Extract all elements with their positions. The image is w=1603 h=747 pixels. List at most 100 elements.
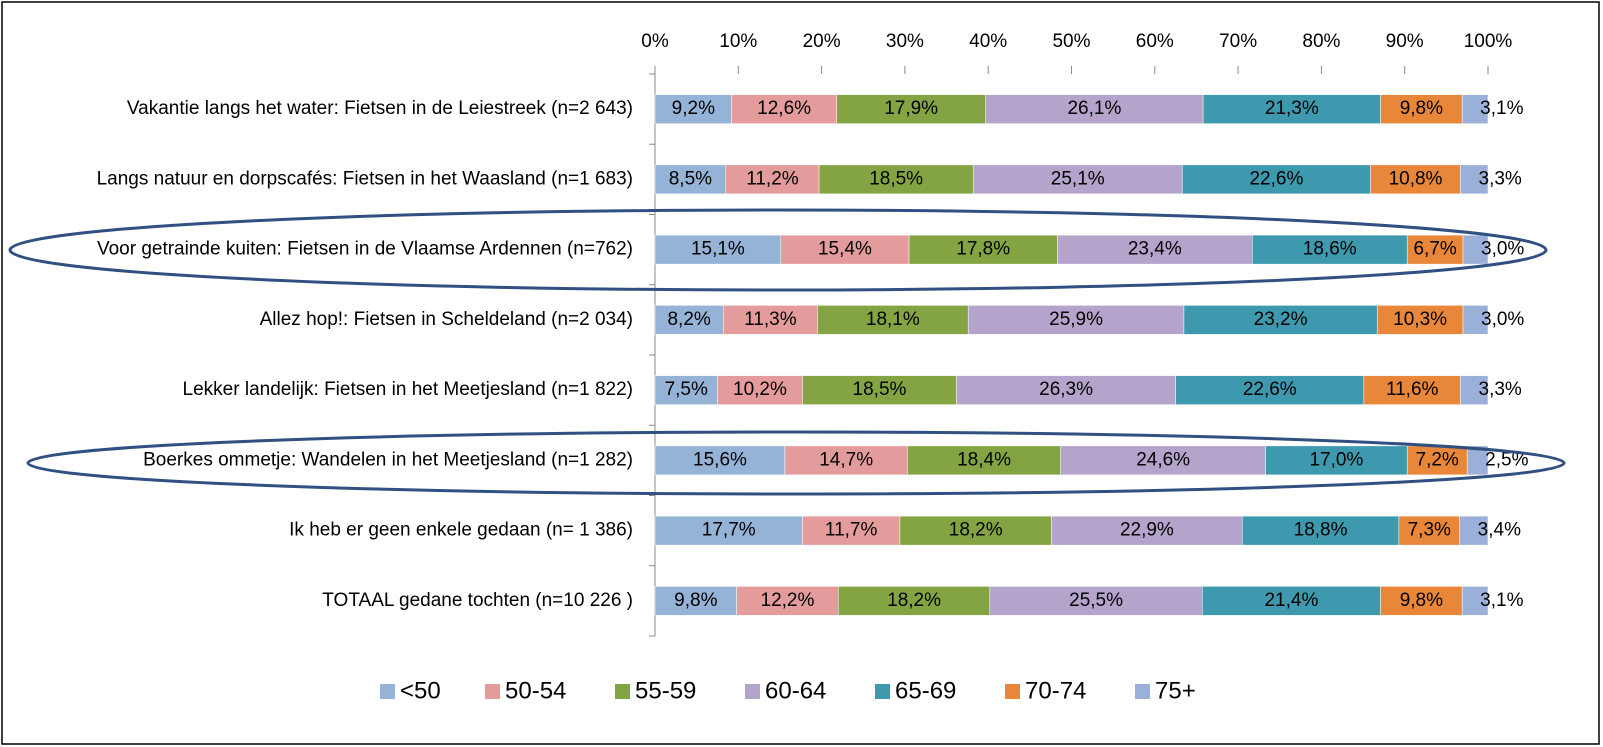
value-label: 3,4% <box>1478 520 1521 541</box>
bar-segment <box>1406 445 1468 476</box>
bar-segment <box>654 234 782 265</box>
value-label: 3,1% <box>1480 590 1523 611</box>
value-label: 8,2% <box>667 309 710 330</box>
x-tick-label: 30% <box>886 31 924 52</box>
x-tick-label: 60% <box>1136 31 1174 52</box>
value-label: 7,2% <box>1416 449 1459 470</box>
bar-segment <box>972 164 1183 195</box>
bar-segment <box>1466 445 1489 476</box>
value-label: 7,3% <box>1408 520 1451 541</box>
legend-swatch <box>615 684 630 699</box>
value-label: 17,7% <box>702 520 756 541</box>
legend-swatch <box>875 684 890 699</box>
bar-segment <box>1202 94 1381 124</box>
value-label: 23,4% <box>1128 239 1182 260</box>
y-tick-label: Ik heb er geen enkele gedaan (n= 1 386) <box>289 520 633 541</box>
bar-segment <box>818 164 974 195</box>
bar-segment <box>1363 375 1461 405</box>
value-label: 22,9% <box>1120 520 1174 541</box>
value-label: 12,2% <box>761 590 815 611</box>
value-label: 6,7% <box>1413 239 1456 260</box>
bar-segment <box>817 305 969 335</box>
value-label: 18,1% <box>866 309 920 330</box>
legend-label: <50 <box>400 677 441 704</box>
x-tick-label: 100% <box>1464 31 1513 52</box>
value-label: 11,6% <box>1386 379 1439 400</box>
bar-segment <box>899 515 1052 546</box>
x-tick-label: 80% <box>1302 31 1340 52</box>
value-label: 7,5% <box>665 379 708 400</box>
y-tick-label: Vakantie langs het water: Fietsen in de … <box>127 98 633 119</box>
value-label: 15,6% <box>693 449 747 470</box>
value-label: 24,6% <box>1136 449 1190 470</box>
bar-segment <box>1380 94 1463 124</box>
bar-segment <box>802 375 957 405</box>
bar-segment <box>838 586 991 616</box>
highlight-ellipse <box>8 208 1548 292</box>
value-label: 25,9% <box>1049 309 1103 330</box>
bar-segment <box>654 586 737 616</box>
x-tick-label: 90% <box>1386 31 1424 52</box>
value-label: 11,7% <box>825 520 878 541</box>
bar-segment <box>654 305 724 335</box>
value-label: 18,4% <box>957 449 1011 470</box>
legend-swatch <box>1005 684 1020 699</box>
legend-swatch <box>380 684 395 699</box>
value-label: 17,8% <box>956 239 1010 260</box>
y-tick-label: TOTAAL gedane tochten (n=10 226 ) <box>322 590 633 611</box>
value-label: 10,8% <box>1389 168 1443 189</box>
x-tick-label: 10% <box>719 31 757 52</box>
y-tick-label: Lekker landelijk: Fietsen in het Meetjes… <box>183 379 633 400</box>
value-label: 11,3% <box>744 309 797 330</box>
legend-label: 75+ <box>1155 677 1196 704</box>
value-label: 18,5% <box>869 168 923 189</box>
legend-swatch <box>485 684 500 699</box>
bar-segment <box>654 515 803 546</box>
bar-segment <box>736 586 839 616</box>
y-tick-label: Boerkes ommetje: Wandelen in het Meetjes… <box>143 449 633 470</box>
bar-segment <box>1252 234 1408 265</box>
value-label: 26,1% <box>1067 98 1121 119</box>
bar-segment <box>1380 586 1463 616</box>
value-label: 2,5% <box>1485 449 1528 470</box>
value-label: 15,4% <box>818 239 872 260</box>
bar-segment <box>654 164 727 195</box>
value-label: 11,2% <box>746 168 799 189</box>
bar-segment <box>1175 375 1365 405</box>
value-label: 18,6% <box>1303 239 1357 260</box>
bar-segment <box>967 305 1185 335</box>
bar-segment <box>1202 586 1381 616</box>
plot: 0% 10% 20% 30% 40% 50% 60% 70% 80% 90% 100% Vakanti… <box>97 31 1529 704</box>
value-label: 10,2% <box>733 379 787 400</box>
bar-segment <box>725 164 820 195</box>
value-label: 18,2% <box>887 590 941 611</box>
bar-segment <box>1376 305 1464 335</box>
value-label: 15,1% <box>691 239 745 260</box>
bar-segment <box>802 515 901 546</box>
bar-segment <box>989 586 1203 616</box>
bar-segment <box>1051 515 1243 546</box>
x-tick-label: 20% <box>803 31 841 52</box>
value-label: 3,0% <box>1481 309 1524 330</box>
value-label: 12,6% <box>757 98 811 119</box>
bar-segment <box>1461 586 1489 616</box>
value-label: 25,5% <box>1069 590 1123 611</box>
bar-segment <box>1242 515 1400 546</box>
y-tick-label: Allez hop!: Fietsen in Scheldeland (n=2 … <box>260 309 633 330</box>
bar-segment <box>1462 305 1489 335</box>
value-label: 18,5% <box>853 379 907 400</box>
highlight-ellipse <box>26 430 1566 496</box>
bar-segment <box>1265 445 1408 476</box>
legend-label: 70-74 <box>1025 677 1086 704</box>
bar-segment <box>654 445 786 476</box>
value-label: 14,7% <box>819 449 873 470</box>
bar-segment <box>985 94 1204 124</box>
bar-segment <box>1460 375 1489 405</box>
value-label: 9,8% <box>674 590 717 611</box>
value-label: 21,4% <box>1264 590 1318 611</box>
value-label: 25,1% <box>1051 168 1105 189</box>
value-label: 3,3% <box>1479 168 1522 189</box>
value-label: 17,9% <box>884 98 938 119</box>
